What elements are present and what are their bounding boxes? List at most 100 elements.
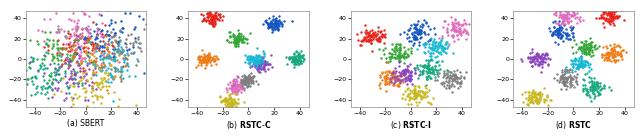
Point [587,84,597,86]
Point [577,65,588,67]
Point [423,67,433,70]
Point [425,52,435,55]
Point [69,41,79,43]
Point [553,42,563,45]
Point [234,85,244,87]
Point [374,76,385,78]
Point [226,103,236,105]
Point [244,82,254,84]
Point [84,32,94,34]
Point [603,52,613,54]
Point [410,24,420,26]
Point [422,72,433,74]
Point [234,33,244,36]
Point [75,33,85,35]
Point [450,78,460,80]
Point [64,60,74,63]
Point [381,89,391,92]
Point [265,25,275,27]
Point [237,80,247,82]
Point [108,77,118,79]
Point [270,24,280,26]
Point [394,55,404,58]
Point [563,38,573,40]
Point [592,81,602,83]
Point [558,13,568,15]
Point [218,15,228,17]
Point [267,22,277,25]
Point [71,48,81,50]
Point [232,88,242,90]
Point [394,78,404,80]
Point [390,74,401,77]
Point [534,64,544,66]
Point [605,8,615,11]
Point [597,54,607,56]
Point [577,47,588,49]
Point [529,58,539,60]
Point [568,10,578,12]
Point [237,75,247,77]
Point [25,61,35,63]
Point [422,62,433,64]
Point [584,53,594,55]
Point [575,20,585,22]
Point [259,67,269,69]
Point [228,85,238,87]
Point [71,61,81,63]
Point [87,49,97,51]
Point [269,23,280,25]
Point [551,14,561,16]
Point [614,52,625,54]
Point [399,46,409,48]
Point [589,45,599,47]
Point [454,82,465,84]
Point [442,73,452,75]
Point [534,99,545,101]
Point [255,61,266,64]
Point [393,54,403,56]
Point [243,78,253,80]
Point [228,103,239,105]
Point [245,65,255,68]
Point [392,49,402,52]
Point [50,74,60,76]
Point [584,94,594,96]
Point [584,76,594,78]
Point [242,77,252,79]
Point [110,32,120,34]
Point [88,47,98,49]
Point [201,64,211,66]
Point [246,57,257,59]
Point [401,69,411,71]
Point [110,56,120,58]
Point [452,30,463,32]
Point [74,80,84,82]
Point [409,38,419,40]
Point [563,34,573,36]
Point [243,55,253,57]
Point [90,23,100,25]
Point [231,106,241,108]
Point [103,81,113,83]
Point [550,29,560,32]
Point [116,71,126,73]
Point [229,100,239,102]
Point [559,13,570,16]
Point [56,59,66,61]
Point [81,105,92,107]
Point [528,95,538,97]
Point [31,40,42,42]
Point [586,89,596,92]
Point [65,77,75,79]
Point [205,18,216,20]
Point [91,71,101,73]
Point [232,87,243,90]
Point [115,40,125,42]
Point [228,35,238,37]
Point [197,49,207,51]
Point [377,36,387,38]
Point [376,35,386,37]
Point [227,98,237,101]
Point [560,7,570,9]
